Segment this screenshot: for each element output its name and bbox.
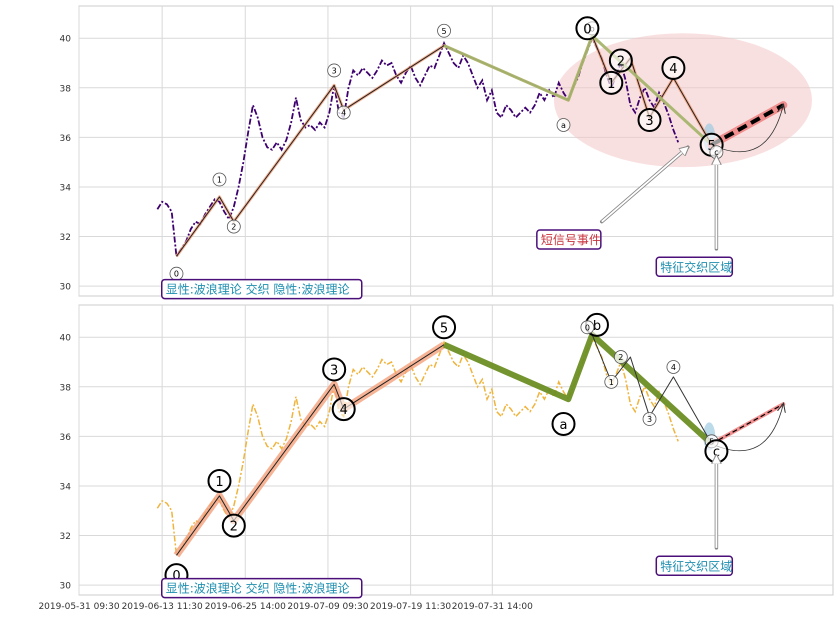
y-tick-label: 30 xyxy=(60,283,72,293)
wave-label: 3 xyxy=(647,415,652,424)
annotation-text: 特征交织区域 xyxy=(660,558,732,573)
wave-label: 5 xyxy=(442,27,447,36)
wave-label: 2 xyxy=(230,520,238,535)
x-tick-label: 2019-07-31 14:00 xyxy=(452,602,533,612)
annotation-box xyxy=(161,278,363,300)
wave-label: b xyxy=(593,319,601,334)
wave-label: 1 xyxy=(215,475,223,490)
wave-label-circle xyxy=(207,468,232,493)
y-tick-label: 40 xyxy=(60,35,72,45)
wave-label: 4 xyxy=(669,62,677,77)
y-tick-label: 34 xyxy=(60,482,72,492)
wave-label: 0 xyxy=(583,22,591,37)
wave-label: 4 xyxy=(340,403,348,418)
wave-label: 5 xyxy=(707,139,715,154)
annotation-box xyxy=(536,229,602,250)
highlight-ellipse xyxy=(553,33,812,168)
wave-label-circle xyxy=(666,360,681,374)
wave-label-circle xyxy=(604,374,619,389)
wave-label: 3 xyxy=(332,66,337,75)
wave-label-circle xyxy=(608,48,633,73)
wave-label-circle xyxy=(212,172,227,187)
wave-label-circle xyxy=(642,412,657,426)
wave-label-circle xyxy=(551,411,576,436)
wave-label: 2 xyxy=(618,353,623,362)
wave-label-circle xyxy=(575,16,600,41)
y-tick-label: 38 xyxy=(60,84,72,94)
wave-label-circle xyxy=(327,63,342,78)
wave-label: a xyxy=(560,418,568,433)
wave-label: 5 xyxy=(440,321,448,336)
wave-label-circle xyxy=(437,23,451,38)
wave-label-circle xyxy=(226,219,241,234)
annotation-text: 显性:波浪理论 交织 隐性:波浪理论 xyxy=(166,282,350,297)
x-tick-label: 2019-05-31 09:30 xyxy=(38,602,119,612)
wave-label-circle xyxy=(580,320,595,335)
y-tick-label: 38 xyxy=(60,383,72,393)
wave-label-circle xyxy=(221,513,246,538)
wave-label: 1 xyxy=(609,378,614,387)
x-tick-label: 2019-07-09 09:30 xyxy=(287,602,368,612)
wave-label-circle xyxy=(331,397,356,422)
y-tick-label: 34 xyxy=(60,183,72,193)
wave-label: c xyxy=(713,445,720,460)
wave-label-circle xyxy=(432,315,457,340)
x-tick-label: 2019-07-19 11:30 xyxy=(370,602,451,612)
wave-label: 1 xyxy=(217,176,222,185)
annotation-arrow xyxy=(601,147,688,223)
wave-label: 0 xyxy=(585,323,590,332)
wave-label: 4 xyxy=(341,109,346,118)
wave-label-circle xyxy=(637,108,662,133)
wave-label-circle xyxy=(336,105,351,120)
annotation-box xyxy=(161,577,363,599)
wave-label: 4 xyxy=(671,363,676,372)
y-tick-label: 36 xyxy=(60,134,72,144)
annotation-text: 特征交织区域 xyxy=(660,259,732,274)
annotation-text: 显性:波浪理论 交织 隐性:波浪理论 xyxy=(166,581,350,596)
y-tick-label: 40 xyxy=(60,334,72,344)
wave-label-circle xyxy=(556,118,571,132)
wave-label: 1 xyxy=(607,77,615,92)
wave-label: 3 xyxy=(645,114,653,129)
annotation-box xyxy=(655,256,734,278)
y-tick-label: 36 xyxy=(60,433,72,443)
wave-label-circle xyxy=(599,70,624,95)
x-tick-label: 2019-06-25 14:00 xyxy=(205,602,286,612)
wave-label: 2 xyxy=(617,55,625,70)
wave-label: 2 xyxy=(231,223,236,232)
forecast-line xyxy=(711,403,784,445)
wave-label-circle xyxy=(322,357,347,382)
x-tick-label: 2019-06-13 11:30 xyxy=(122,602,203,612)
wave-label-circle xyxy=(613,350,628,364)
y-tick-label: 30 xyxy=(60,582,72,592)
wave-label: 0 xyxy=(172,569,180,584)
forecast-curve-arrow xyxy=(711,105,784,153)
sub-wave-line xyxy=(591,334,713,445)
impulse-wave-line xyxy=(176,344,445,556)
annotation-text: 短信号事件 xyxy=(541,233,601,247)
wave-label-circle xyxy=(661,55,686,80)
wave-label: 3 xyxy=(330,363,338,378)
annotation-box xyxy=(655,555,734,577)
panel-1: 303234363840012345ab012345c显性:波浪理论 交织 隐性… xyxy=(60,5,834,300)
correction-wave-line xyxy=(442,331,714,447)
forecast-line xyxy=(710,103,785,147)
wave-label: 0 xyxy=(174,270,179,279)
wave-label: a xyxy=(561,121,566,130)
panel-2: 303234363840012345ab012345c显性:波浪理论 交织 隐性… xyxy=(60,304,834,599)
y-tick-label: 32 xyxy=(60,532,71,542)
correction-wave-line xyxy=(443,34,713,146)
wave-label: c xyxy=(714,148,718,157)
y-tick-label: 32 xyxy=(60,233,71,243)
